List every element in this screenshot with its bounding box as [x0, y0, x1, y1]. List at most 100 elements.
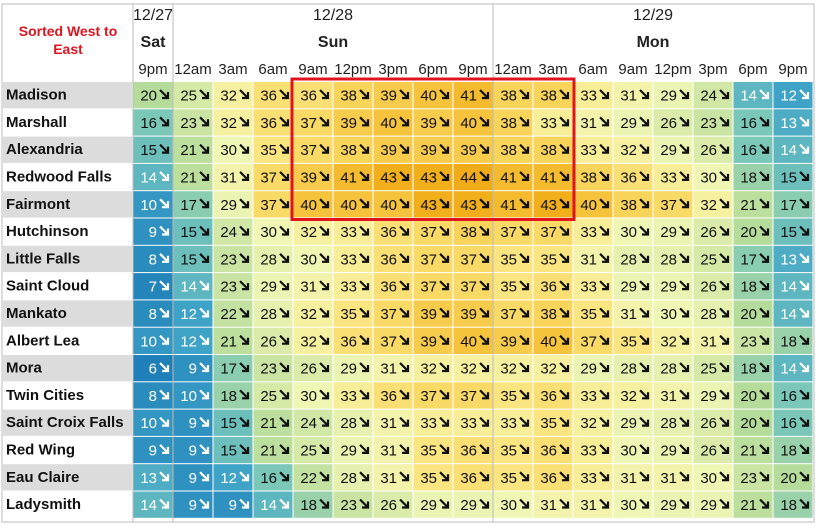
temp-value: 14	[780, 279, 797, 296]
temp-value: 39	[460, 142, 477, 159]
temp-value: 9	[229, 497, 237, 514]
wind-arrow	[599, 280, 610, 291]
wind-arrow	[719, 253, 730, 263]
corner-text: Sorted West to East	[19, 23, 118, 57]
wind-arrow	[319, 416, 330, 427]
wind-arrow	[399, 362, 410, 373]
temp-value: 39	[300, 170, 317, 187]
temp-value: 38	[500, 88, 517, 105]
temp-value: 23	[340, 497, 357, 514]
wind-arrow	[239, 116, 250, 127]
wind-arrow	[719, 444, 730, 454]
temp-value: 16	[780, 415, 797, 432]
wind-arrow	[359, 280, 370, 291]
frame	[1, 3, 815, 523]
wind-arrow	[759, 280, 770, 291]
temp-value: 31	[660, 388, 677, 405]
row-name: Albert Lea	[6, 332, 80, 349]
wind-arrow	[479, 389, 490, 400]
wind-arrow	[519, 225, 530, 236]
time-label: 9pm	[138, 61, 167, 78]
temp-value: 37	[380, 306, 397, 323]
temp-value: 30	[700, 470, 717, 487]
temp-value: 32	[220, 88, 237, 105]
temp-value: 21	[740, 443, 757, 460]
temp-value: 22	[300, 470, 317, 487]
wind-arrow	[719, 389, 730, 400]
wind-arrow	[679, 362, 690, 373]
wind-arrow	[399, 89, 410, 100]
temp-value: 30	[700, 170, 717, 187]
temp-value: 29	[340, 361, 357, 378]
temp-value: 36	[380, 388, 397, 405]
temp-value: 21	[220, 333, 237, 350]
wind-arrow	[799, 89, 810, 100]
wind-arrow	[679, 307, 690, 318]
wind-arrow	[479, 498, 490, 509]
time-label: 9am	[298, 61, 327, 78]
wind-arrow	[719, 307, 730, 318]
temp-value: 30	[300, 388, 317, 405]
temp-value: 20	[740, 306, 757, 323]
row-name-bg	[3, 327, 132, 354]
wind-arrow	[439, 471, 450, 482]
wind-arrow	[359, 334, 370, 345]
temp-value: 30	[500, 497, 517, 514]
wind-arrow	[359, 171, 370, 181]
temp-value: 29	[660, 88, 677, 105]
wind-arrow	[479, 280, 490, 291]
wind-arrow	[679, 225, 690, 236]
wind-arrow	[439, 334, 450, 345]
wind-arrow	[439, 389, 450, 400]
wind-arrow	[239, 498, 250, 509]
wind-arrow	[519, 89, 530, 100]
wind-arrow	[399, 225, 410, 236]
temp-value: 18	[780, 497, 797, 514]
wind-arrow	[279, 225, 290, 236]
wind-arrow	[279, 334, 290, 345]
temp-value: 43	[380, 170, 397, 187]
temp-value: 39	[460, 306, 477, 323]
time-label: 9pm	[458, 61, 487, 78]
temp-value: 28	[660, 251, 677, 268]
time-label: 12am	[494, 61, 532, 78]
row-name-bg	[3, 355, 132, 382]
wind-arrow	[639, 198, 650, 209]
wind-arrow	[359, 116, 370, 127]
wind-arrow	[679, 116, 690, 127]
temp-value: 30	[620, 443, 637, 460]
wind-arrow	[679, 498, 690, 509]
wind-arrow	[599, 253, 610, 263]
wind-arrow	[719, 143, 730, 154]
wind-arrow	[679, 389, 690, 400]
wind-arrow	[479, 334, 490, 345]
temp-value: 31	[380, 415, 397, 432]
wind-arrow	[559, 198, 570, 209]
temp-value: 18	[780, 333, 797, 350]
temp-value: 29	[660, 142, 677, 159]
temp-value: 20	[740, 224, 757, 241]
temp-value: 43	[420, 170, 437, 187]
wind-arrow	[759, 143, 770, 154]
temp-value: 40	[340, 197, 357, 214]
temp-value: 29	[660, 443, 677, 460]
wind-arrow	[679, 416, 690, 427]
row-name: Marshall	[6, 114, 67, 131]
temp-value: 37	[260, 170, 277, 187]
wind-arrow	[479, 444, 490, 454]
temp-value: 21	[260, 415, 277, 432]
temp-value: 26	[260, 333, 277, 350]
temp-value: 15	[180, 251, 197, 268]
wind-arrow	[799, 280, 810, 291]
temp-value: 36	[540, 443, 557, 460]
wind-arrow	[239, 362, 250, 373]
wind-arrow	[519, 198, 530, 209]
temp-value: 22	[220, 306, 237, 323]
temp-value: 33	[340, 388, 357, 405]
temp-value: 39	[420, 306, 437, 323]
wind-arrow	[599, 307, 610, 318]
temp-value: 9	[189, 361, 197, 378]
temp-value: 39	[500, 333, 517, 350]
temp-value: 35	[500, 443, 517, 460]
row-name: Saint Cloud	[6, 278, 89, 295]
